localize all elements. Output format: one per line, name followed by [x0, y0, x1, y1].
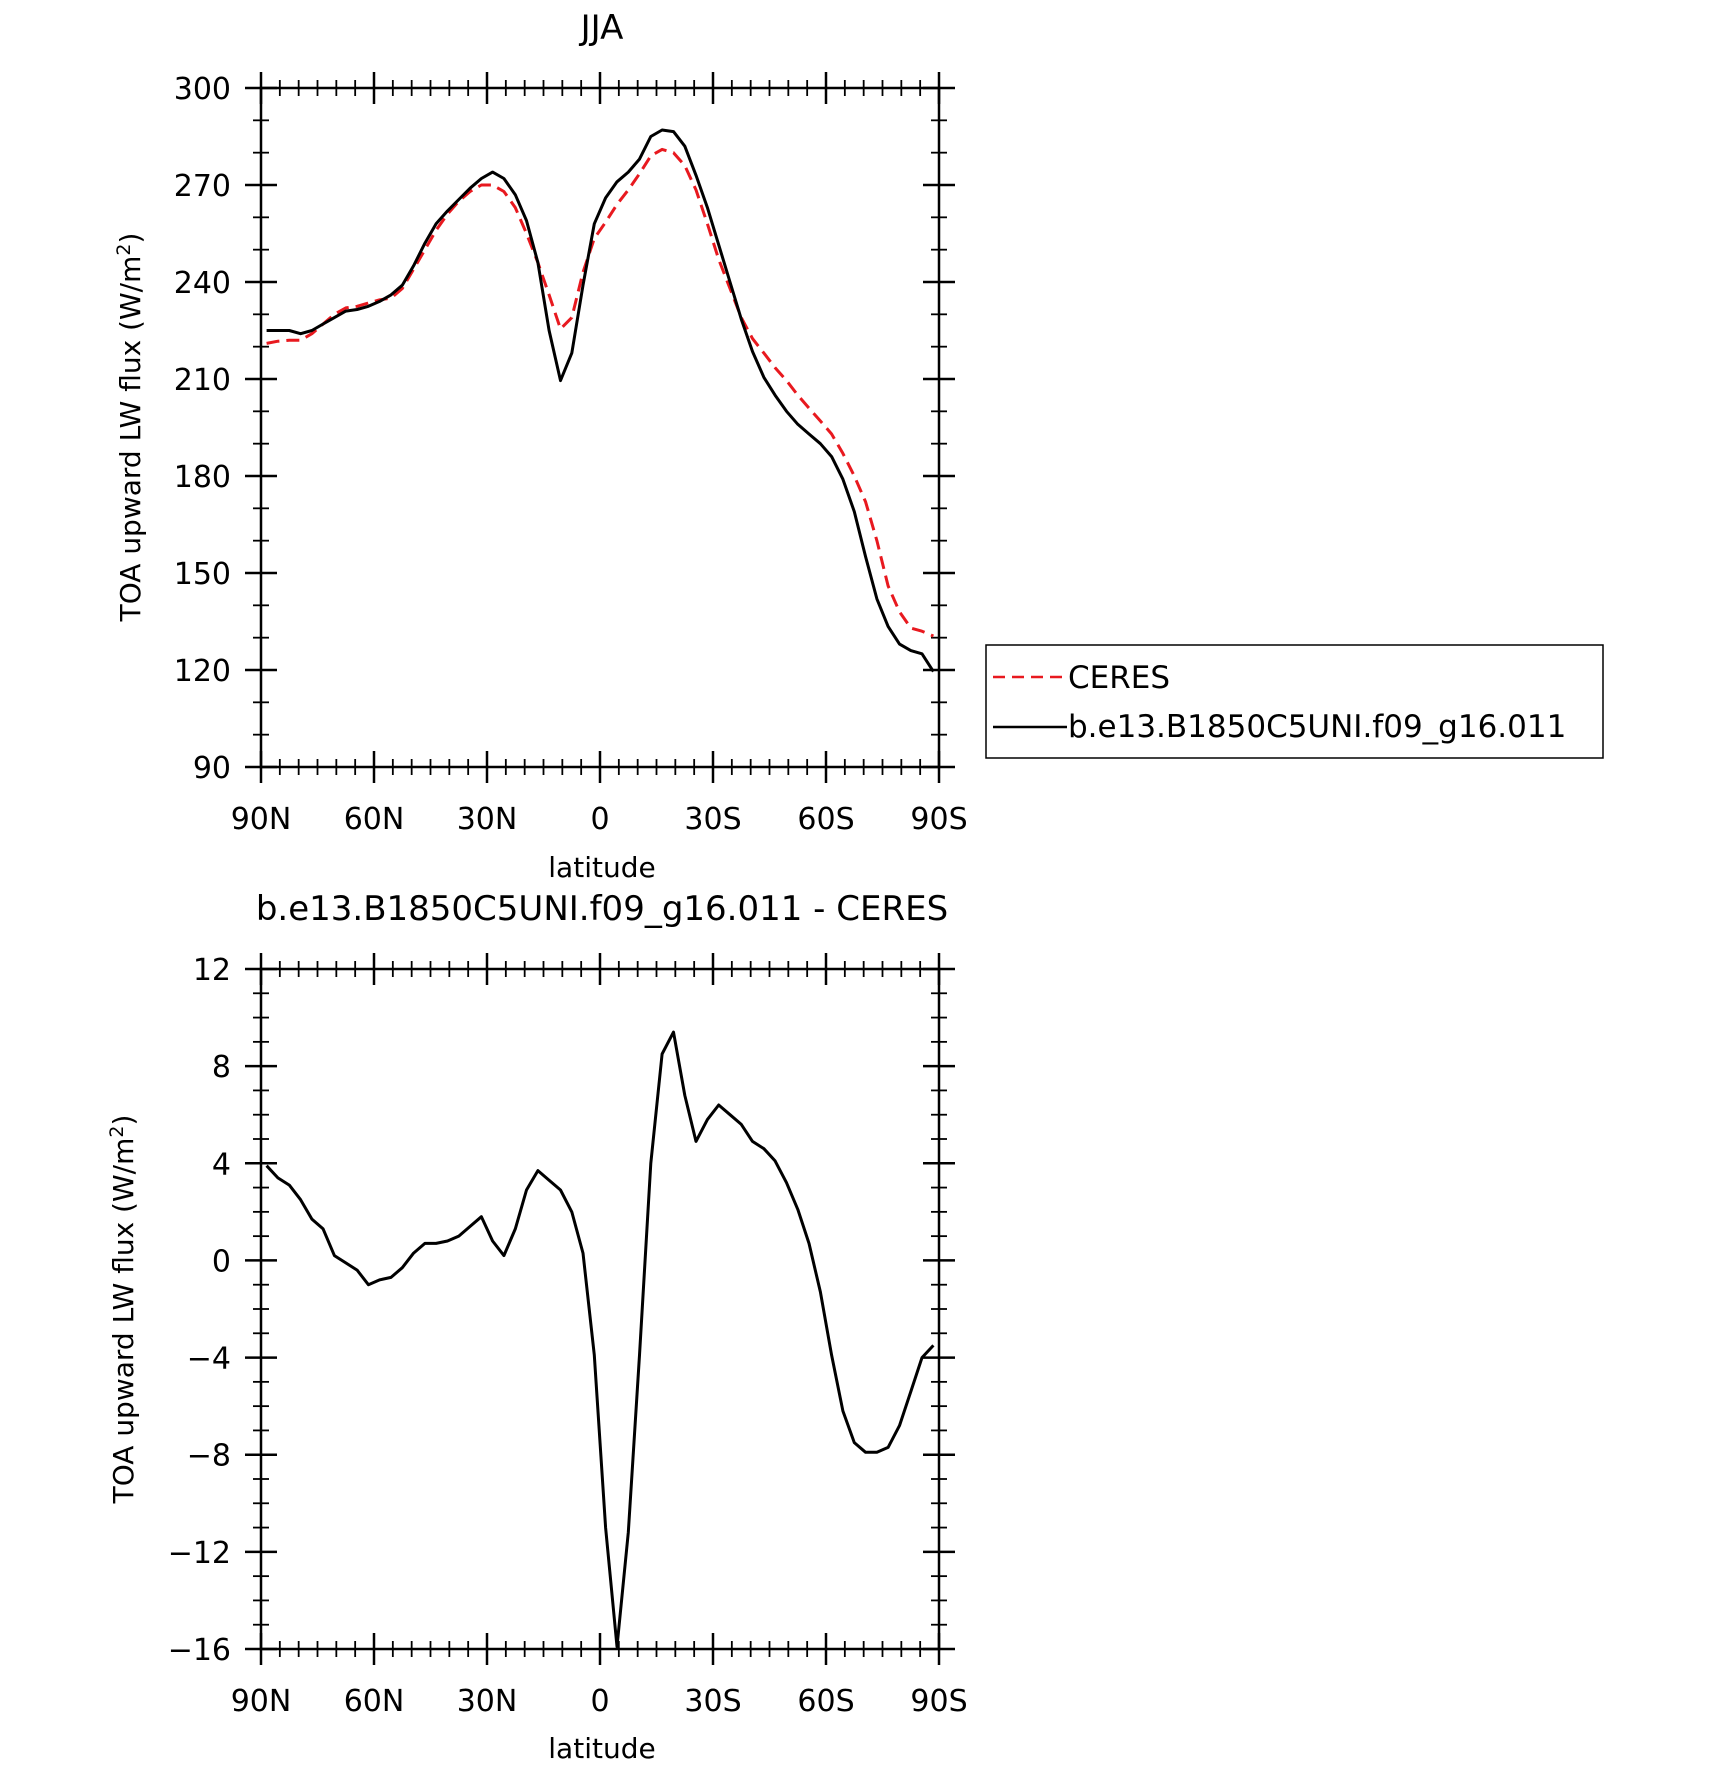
bot-y-tick-label: 8 [212, 1050, 231, 1085]
top-x-tick-labels: 90N 60N 30N 0 30S 60S 90S [231, 802, 968, 837]
bottom-y-tick-labels: −16 −12 −8 −4 0 4 8 12 [168, 953, 231, 1668]
bot-x-tick-label: 90S [910, 1684, 967, 1719]
legend: CERES b.e13.B1850C5UNI.f09_g16.011 [985, 644, 1604, 759]
top-y-tick-label: 240 [174, 266, 231, 301]
bottom-axis-ticks [245, 953, 955, 1665]
top-x-tick-label: 0 [590, 802, 609, 837]
top-y-tick-label: 150 [174, 557, 231, 592]
top-data-lines [266, 128, 935, 673]
top-y-tick-label: 90 [193, 751, 231, 786]
top-x-tick-label: 30N [457, 802, 518, 837]
bot-y-tick-label: 0 [212, 1244, 231, 1279]
bottom-chart-title: b.e13.B1850C5UNI.f09_g16.011 - CERES [256, 889, 948, 929]
bot-x-tick-label: 60S [797, 1684, 854, 1719]
top-panel: JJA 90 120 150 180 210 240 270 300 90N 60N 30N 0 30… [113, 8, 1604, 884]
top-y-tick-label: 120 [174, 654, 231, 689]
bottom-plot-frame [259, 967, 941, 1651]
top-y-axis-label: TOA upward LW flux (W/m2) [113, 233, 147, 623]
top-x-tick-label: 60N [344, 802, 405, 837]
top-y-tick-label: 180 [174, 460, 231, 495]
bot-x-tick-label: 90N [231, 1684, 292, 1719]
top-y-tick-labels: 90 120 150 180 210 240 270 300 [174, 72, 231, 786]
top-chart-title: JJA [579, 8, 624, 48]
bot-y-tick-label: −8 [187, 1439, 231, 1474]
top-y-tick-label: 300 [174, 72, 231, 107]
bot-x-tick-label: 0 [590, 1684, 609, 1719]
bot-x-tick-label: 30N [457, 1684, 518, 1719]
bot-y-tick-label: 4 [212, 1147, 231, 1182]
bottom-panel: b.e13.B1850C5UNI.f09_g16.011 - CERES −16… [106, 889, 968, 1765]
bot-x-tick-label: 30S [684, 1684, 741, 1719]
bot-y-tick-label: −4 [187, 1342, 231, 1377]
top-x-tick-label: 30S [684, 802, 741, 837]
top-x-axis-label: latitude [548, 851, 655, 884]
bottom-x-axis-label: latitude [548, 1732, 655, 1765]
legend-box [985, 644, 1604, 759]
bot-y-tick-label: 12 [193, 953, 231, 988]
top-series-line-model [266, 128, 935, 673]
top-plot-frame [259, 86, 941, 769]
top-x-tick-label: 90N [231, 802, 292, 837]
bottom-data-lines [265, 1030, 935, 1649]
bot-y-tick-label: −12 [168, 1536, 231, 1571]
legend-label-ceres: CERES [1068, 660, 1170, 696]
bot-series-line-model [265, 1030, 935, 1649]
top-y-tick-label: 210 [174, 363, 231, 398]
top-series-line-ceres [266, 147, 934, 638]
top-x-tick-label: 90S [910, 802, 967, 837]
bot-x-tick-label: 60N [344, 1684, 405, 1719]
legend-label-model: b.e13.B1850C5UNI.f09_g16.011 [1068, 709, 1566, 745]
bottom-x-tick-labels: 90N 60N 30N 0 30S 60S 90S [231, 1684, 968, 1719]
top-axis-ticks [245, 72, 955, 783]
top-y-tick-label: 270 [174, 169, 231, 204]
bottom-y-axis-label: TOA upward LW flux (W/m2) [106, 1115, 140, 1505]
bot-y-tick-label: −16 [168, 1633, 231, 1668]
top-x-tick-label: 60S [797, 802, 854, 837]
